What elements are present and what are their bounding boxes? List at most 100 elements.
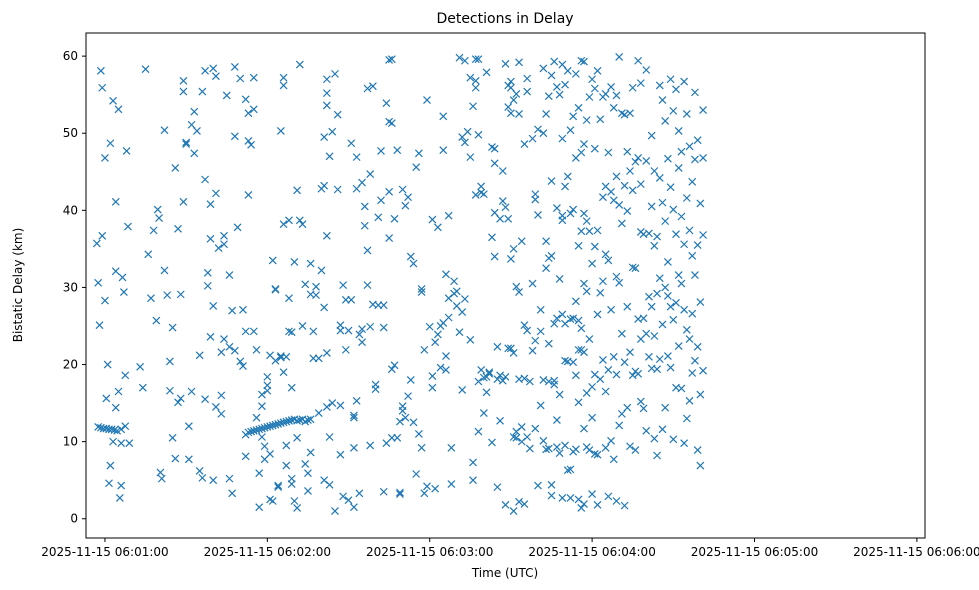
detection-point — [669, 106, 678, 115]
detection-point — [525, 444, 534, 453]
detection-point — [580, 348, 588, 357]
detection-point — [469, 102, 477, 111]
detection-point — [102, 394, 111, 403]
detection-point — [585, 93, 594, 101]
y-tick-label: 20 — [63, 358, 78, 372]
detection-point — [203, 281, 212, 290]
detection-point — [412, 470, 421, 478]
detection-point — [642, 329, 651, 338]
detection-point — [531, 195, 540, 204]
detection-point — [377, 196, 385, 205]
detection-point — [168, 323, 177, 332]
detection-point — [122, 147, 131, 155]
detection-point — [539, 436, 548, 445]
detection-point — [195, 466, 204, 475]
detection-point — [601, 89, 610, 98]
detection-point — [404, 392, 412, 401]
detection-point — [682, 110, 691, 118]
detection-point — [320, 181, 329, 190]
detection-point — [255, 469, 264, 478]
detection-point — [691, 88, 699, 97]
detection-point — [590, 242, 599, 251]
detection-point — [620, 501, 629, 510]
detection-point — [257, 402, 266, 411]
detection-point — [515, 58, 523, 67]
detection-point — [485, 368, 494, 377]
detection-point — [206, 234, 215, 243]
detection-point — [225, 474, 234, 483]
detection-point — [211, 189, 220, 198]
detection-point — [274, 481, 283, 490]
detection-point — [496, 416, 505, 425]
detection-point — [190, 149, 199, 158]
detection-point — [114, 387, 123, 396]
detection-point — [355, 330, 364, 339]
detection-point — [209, 302, 218, 310]
detection-point — [688, 177, 697, 186]
detection-point — [125, 439, 134, 448]
detection-point — [124, 222, 132, 231]
detection-point — [693, 446, 702, 455]
detection-point — [688, 251, 697, 260]
detection-point — [306, 415, 315, 424]
detection-point — [601, 250, 610, 259]
detection-point — [466, 335, 475, 344]
detection-point — [309, 327, 318, 336]
detection-point — [506, 109, 515, 118]
detection-point — [571, 69, 580, 78]
detection-point — [563, 66, 572, 75]
detection-point — [393, 146, 402, 155]
detection-point — [561, 356, 569, 365]
detection-point — [460, 138, 469, 147]
plot-area — [92, 52, 707, 515]
detection-point — [566, 209, 575, 218]
detection-point — [136, 362, 145, 371]
detection-point — [645, 292, 653, 301]
detection-point — [463, 127, 472, 136]
detection-point — [393, 433, 402, 442]
detection-point — [655, 274, 664, 283]
detection-point — [282, 352, 291, 361]
detection-point — [442, 365, 450, 374]
detection-point — [523, 87, 532, 96]
detection-point — [352, 396, 361, 405]
detection-point — [347, 139, 356, 148]
detection-point — [653, 289, 661, 298]
y-tick-label: 50 — [63, 126, 78, 140]
detection-point — [517, 423, 526, 431]
detection-point — [147, 294, 155, 303]
y-tick-label: 30 — [63, 280, 78, 294]
detection-point — [214, 244, 223, 253]
detection-point — [160, 126, 169, 135]
detection-point — [138, 383, 147, 392]
detection-point — [577, 227, 586, 236]
detection-point — [699, 231, 707, 239]
detection-point — [325, 433, 334, 441]
detection-point — [141, 65, 150, 74]
detection-point — [612, 272, 621, 281]
detection-point — [688, 309, 697, 318]
detection-point — [617, 329, 626, 338]
detection-point — [117, 425, 126, 434]
detection-point — [236, 357, 245, 366]
detection-point — [174, 224, 182, 233]
detection-point — [642, 426, 651, 435]
detection-point — [387, 55, 396, 64]
detection-point — [339, 492, 348, 501]
detection-point — [179, 87, 188, 96]
detection-point — [571, 371, 580, 380]
detection-point — [101, 296, 109, 305]
detection-point — [341, 345, 350, 354]
detection-point — [544, 92, 553, 101]
detection-point — [636, 397, 645, 406]
detection-point — [363, 246, 372, 255]
detection-point — [355, 489, 364, 498]
detection-point — [501, 203, 510, 212]
detection-point — [220, 240, 228, 249]
detection-point — [168, 433, 177, 442]
detection-point — [103, 360, 112, 369]
detection-point — [428, 215, 437, 224]
detection-point — [509, 349, 518, 357]
detection-point — [322, 101, 331, 110]
detection-point — [328, 127, 337, 136]
